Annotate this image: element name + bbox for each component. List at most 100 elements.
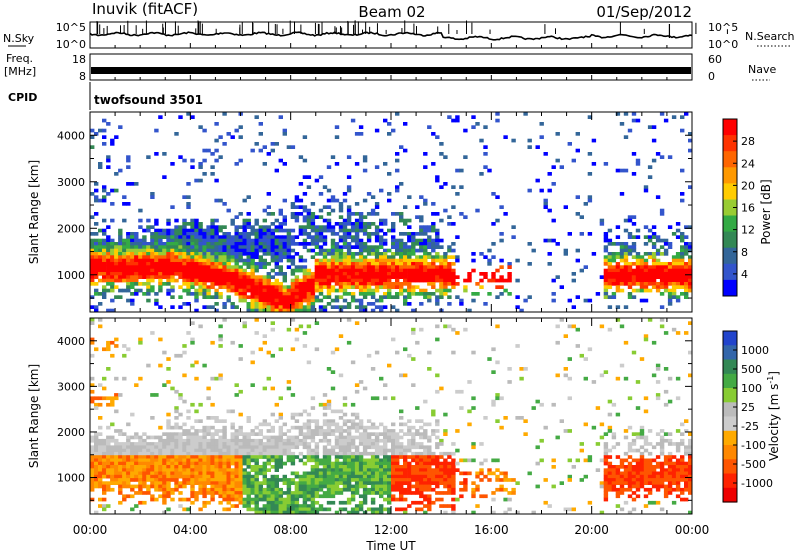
power-cell (431, 248, 436, 253)
velocity-cell (118, 442, 123, 446)
velocity-cell (206, 458, 211, 463)
power-cell (651, 125, 657, 129)
velocity-cell (214, 438, 219, 443)
velocity-cell (258, 487, 263, 492)
power-cell (358, 255, 364, 259)
velocity-cell (162, 487, 167, 492)
power-cell (210, 305, 215, 309)
power-cell (214, 148, 219, 153)
velocity-cell (166, 435, 171, 440)
velocity-cell (443, 451, 448, 456)
velocity-cell (443, 432, 448, 436)
power-cell (423, 198, 428, 203)
power-cell (391, 262, 396, 266)
power-cell (330, 275, 336, 279)
velocity-cell (254, 504, 259, 508)
power-cell (366, 285, 372, 289)
power-cell (575, 248, 580, 253)
velocity-cell (258, 481, 263, 485)
velocity-cell (262, 465, 267, 469)
velocity-cell (463, 481, 468, 485)
velocity-cell (306, 491, 312, 495)
power-cell (94, 248, 99, 253)
velocity-cell (415, 451, 420, 456)
power-cell (407, 265, 412, 269)
velocity-cell (322, 422, 328, 427)
velocity-cell (270, 481, 275, 485)
power-cell (615, 112, 621, 116)
power-cell (134, 275, 139, 279)
power-cell (374, 258, 380, 263)
power-cell (366, 245, 372, 249)
velocity-cell (250, 429, 255, 433)
power-cell (274, 168, 279, 173)
velocity-cell (306, 474, 312, 479)
velocity-cell (238, 491, 243, 495)
power-cell (266, 272, 271, 276)
power-cell (246, 238, 251, 243)
power-cell (266, 305, 271, 309)
velocity-cell (435, 468, 440, 472)
power-cell (419, 258, 424, 263)
power-cell (358, 242, 364, 246)
power-cell (495, 218, 500, 223)
velocity-cell (246, 458, 251, 463)
power-cell (366, 192, 372, 196)
velocity-cell (383, 438, 388, 443)
velocity-cell (318, 461, 324, 466)
power-cell (318, 228, 324, 233)
velocity-cell (322, 461, 328, 466)
power-cell (423, 262, 428, 266)
velocity-cell (230, 442, 235, 446)
velocity-cell (246, 455, 251, 459)
velocity-cell (310, 484, 316, 489)
power-cell (615, 235, 621, 239)
velocity-cell (158, 468, 163, 472)
power-cell (651, 252, 657, 256)
velocity-cell (138, 435, 143, 440)
velocity-cell (242, 474, 247, 479)
velocity-cell (310, 458, 316, 463)
velocity-cell (154, 465, 159, 469)
power-cell (342, 238, 348, 243)
power-cell (322, 262, 328, 266)
velocity-cell (154, 435, 159, 440)
power-cell (222, 112, 227, 116)
velocity-cell (94, 347, 99, 352)
velocity-cell (170, 425, 175, 430)
power-cell (671, 295, 677, 299)
velocity-cell (278, 435, 283, 440)
power-cell (234, 288, 239, 293)
velocity-cell (242, 324, 247, 329)
velocity-cell (443, 324, 448, 329)
velocity-cell (210, 497, 215, 502)
velocity-cell (435, 471, 440, 476)
velocity-cell (294, 510, 300, 515)
power-cell (354, 265, 360, 269)
velocity-cell (334, 347, 340, 352)
power-cell (250, 245, 255, 249)
power-cell (226, 275, 231, 279)
power-cell (230, 285, 235, 289)
velocity-cell (142, 481, 147, 485)
velocity-cell (206, 442, 211, 446)
velocity-cell (354, 481, 360, 485)
power-cell (154, 302, 159, 306)
velocity-cell (230, 448, 235, 453)
power-cell (330, 198, 336, 203)
power-cell (643, 278, 649, 283)
power-cell (439, 218, 444, 223)
power-cell (170, 235, 175, 239)
power-cell (186, 205, 191, 209)
power-cell (475, 282, 480, 286)
power-cell (591, 252, 597, 256)
power-cell (675, 255, 681, 259)
velocity-cell (298, 478, 304, 482)
power-cell (615, 262, 621, 266)
velocity-cell (423, 468, 428, 472)
velocity-cell (238, 448, 243, 453)
power-cell (98, 165, 103, 169)
power-cell (278, 272, 283, 276)
velocity-cell (318, 429, 324, 433)
velocity-cell (138, 340, 143, 345)
